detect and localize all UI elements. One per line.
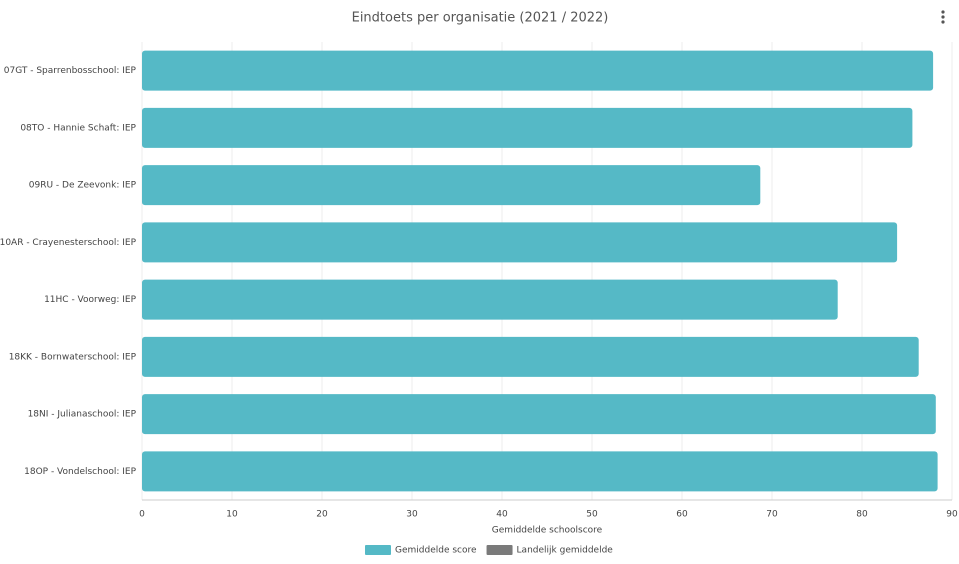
x-tick-label: 80: [856, 510, 868, 520]
legend-swatch: [486, 545, 513, 555]
y-tick-label: 18KK - Bornwaterschool: IEP: [9, 352, 137, 362]
bar: [142, 165, 761, 206]
x-tick-label: 50: [586, 510, 598, 520]
y-tick-label: 18OP - Vondelschool: IEP: [24, 467, 136, 477]
x-tick-label: 30: [406, 510, 418, 520]
y-tick-label: 08TO - Hannie Schaft: IEP: [20, 123, 136, 133]
x-tick-label: 40: [496, 510, 508, 520]
x-tick-label: 0: [139, 510, 145, 520]
x-tick-label: 10: [226, 510, 238, 520]
y-tick-label: 09RU - De Zeevonk: IEP: [29, 181, 137, 191]
y-tick-label: 18NI - Julianaschool: IEP: [28, 410, 137, 420]
x-tick-label: 90: [946, 510, 958, 520]
x-tick-label: 70: [766, 510, 778, 520]
x-axis-title: Gemiddelde schoolscore: [492, 526, 603, 536]
y-tick-label: 10AR - Crayenesterschool: IEP: [0, 238, 137, 248]
bar: [142, 50, 934, 91]
x-tick-label: 20: [316, 510, 328, 520]
legend-label: Landelijk gemiddelde: [517, 546, 614, 556]
menu-button[interactable]: [941, 10, 945, 24]
bar: [142, 451, 938, 492]
bar: [142, 279, 838, 320]
bar: [142, 336, 919, 377]
bar: [142, 107, 913, 148]
legend-swatch: [365, 545, 391, 555]
y-tick-label: 07GT - Sparrenbosschool: IEP: [4, 66, 137, 76]
menu-dot: [941, 20, 945, 24]
chart-title: Eindtoets per organisatie (2021 / 2022): [352, 11, 609, 26]
y-tick-label: 11HC - Voorweg: IEP: [44, 295, 136, 305]
bar: [142, 222, 898, 263]
menu-dot: [941, 15, 945, 19]
x-tick-label: 60: [676, 510, 688, 520]
bar: [142, 394, 936, 435]
legend-label: Gemiddelde score: [395, 546, 477, 556]
menu-dot: [941, 10, 945, 14]
